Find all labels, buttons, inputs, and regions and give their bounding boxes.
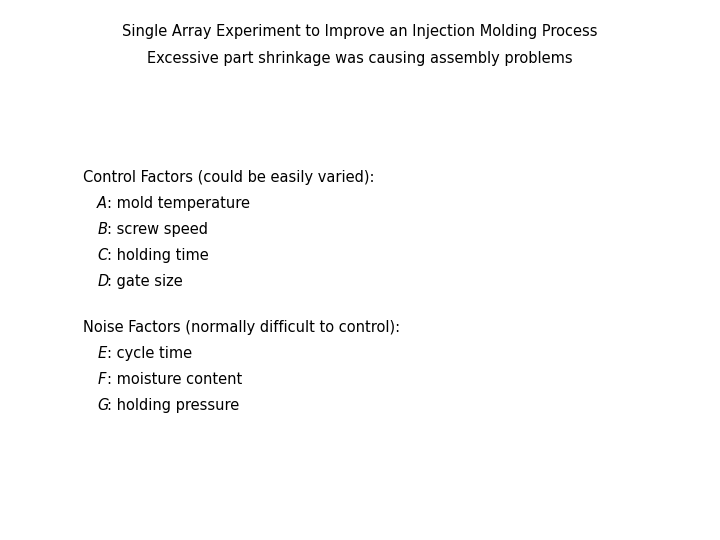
Text: D: D — [97, 274, 109, 289]
Text: C: C — [97, 248, 107, 263]
Text: : holding pressure: : holding pressure — [107, 398, 239, 413]
Text: G: G — [97, 398, 109, 413]
Text: A: A — [97, 196, 107, 211]
Text: B: B — [97, 222, 107, 237]
Text: : moisture content: : moisture content — [107, 372, 242, 387]
Text: : gate size: : gate size — [107, 274, 182, 289]
Text: : mold temperature: : mold temperature — [107, 196, 250, 211]
Text: Noise Factors (normally difficult to control):: Noise Factors (normally difficult to con… — [83, 320, 400, 335]
Text: Excessive part shrinkage was causing assembly problems: Excessive part shrinkage was causing ass… — [147, 51, 573, 66]
Text: Control Factors (could be easily varied):: Control Factors (could be easily varied)… — [83, 170, 374, 185]
Text: F: F — [97, 372, 106, 387]
Text: : holding time: : holding time — [107, 248, 208, 263]
Text: : screw speed: : screw speed — [107, 222, 207, 237]
Text: Single Array Experiment to Improve an Injection Molding Process: Single Array Experiment to Improve an In… — [122, 24, 598, 39]
Text: : cycle time: : cycle time — [107, 346, 192, 361]
Text: E: E — [97, 346, 107, 361]
